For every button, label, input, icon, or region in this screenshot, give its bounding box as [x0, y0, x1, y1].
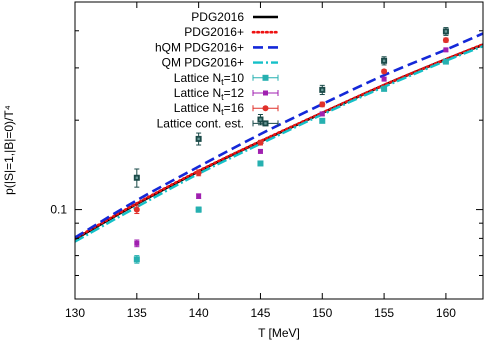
x-tick-label-2: 135 — [127, 306, 147, 320]
data-point-4-3-inner — [259, 118, 262, 121]
data-point-4-5-inner — [382, 59, 386, 62]
x-tick-label-6: 155 — [374, 306, 394, 320]
legend-label-suffix-7: =16 — [224, 101, 245, 115]
data-point-3-6 — [442, 37, 449, 44]
data-point-4-1-inner — [135, 176, 139, 179]
series-line-4 — [75, 45, 483, 243]
x-tick-label-7: 160 — [436, 306, 456, 320]
legend-label-1: PDG2016 — [191, 10, 244, 24]
data-point-1-2 — [195, 206, 202, 213]
data-point-4-1 — [133, 174, 140, 181]
data-point-1-3 — [257, 160, 264, 167]
legend-label-subscript-5: t — [221, 77, 224, 87]
series-line-2 — [75, 43, 483, 240]
plot-frame — [74, 1, 484, 300]
data-point-2-3 — [257, 148, 263, 154]
data-point-4-4 — [319, 86, 326, 93]
legend-label-suffix-6: =12 — [224, 86, 245, 100]
data-point-4-6-inner — [444, 30, 448, 33]
legend-marker-7 — [262, 105, 269, 112]
legend-marker-8 — [262, 120, 269, 127]
data-point-2-5 — [381, 76, 387, 82]
data-layer — [75, 27, 483, 264]
legend-label-5: Lattice Nt=10 — [174, 71, 245, 87]
legend-label-2: PDG2016+ — [184, 25, 244, 39]
legend-label-8: Lattice cont. est. — [157, 116, 244, 130]
legend-label-subscript-7: t — [221, 107, 224, 117]
data-point-4-2 — [195, 135, 202, 142]
x-tick-label-4: 145 — [250, 306, 270, 320]
ticks-layer: 130 135 140 145 150 155 160 0.1 — [50, 1, 483, 320]
data-point-1-5 — [381, 85, 388, 92]
data-point-1-1 — [133, 256, 140, 263]
x-tick-label-3: 140 — [189, 306, 209, 320]
legend-label-4: QM PDG2016+ — [162, 56, 244, 70]
data-point-3-5 — [381, 68, 388, 75]
x-axis-title: T [MeV] — [258, 326, 300, 340]
y-tick-label-1: 0.1 — [50, 203, 67, 217]
legend-label-suffix-5: =10 — [224, 71, 245, 85]
x-tick-label-5: 150 — [312, 306, 332, 320]
y-axis-title: p(|S|=1,|B|=0)/T⁴ — [2, 105, 16, 195]
data-point-3-4 — [319, 101, 326, 108]
data-point-2-1 — [134, 240, 140, 246]
legend-marker-6 — [263, 90, 268, 96]
series-line-3 — [75, 32, 483, 239]
legend-label-7: Lattice Nt=16 — [174, 101, 245, 117]
legend-label-main-8: Lattice cont. est. — [157, 116, 244, 130]
data-point-1-4 — [319, 117, 326, 124]
legend-label-main-6: Lattice N — [174, 86, 221, 100]
data-point-3-1 — [133, 206, 140, 213]
data-point-3-3 — [257, 139, 264, 146]
legend-marker-5 — [262, 74, 269, 81]
data-point-3-2 — [195, 169, 202, 176]
data-point-1-6 — [442, 58, 449, 65]
legend-label-3: hQM PDG2016+ — [155, 40, 244, 54]
data-point-4-6 — [442, 28, 449, 35]
data-point-2-4 — [319, 111, 325, 117]
legend-label-subscript-6: t — [221, 92, 224, 102]
legend-label-main-7: Lattice N — [174, 101, 221, 115]
legend-label-main-5: Lattice N — [174, 71, 221, 85]
data-point-4-5 — [381, 57, 388, 64]
x-tick-label-1: 130 — [65, 306, 85, 320]
legend-label-6: Lattice Nt=12 — [174, 86, 245, 102]
data-point-2-6 — [443, 47, 449, 53]
legend-marker-8-inner — [264, 122, 267, 125]
data-point-4-3 — [257, 116, 264, 123]
data-point-2-2 — [196, 193, 202, 199]
data-point-4-2-inner — [197, 137, 200, 141]
data-point-4-4-inner — [321, 88, 324, 92]
